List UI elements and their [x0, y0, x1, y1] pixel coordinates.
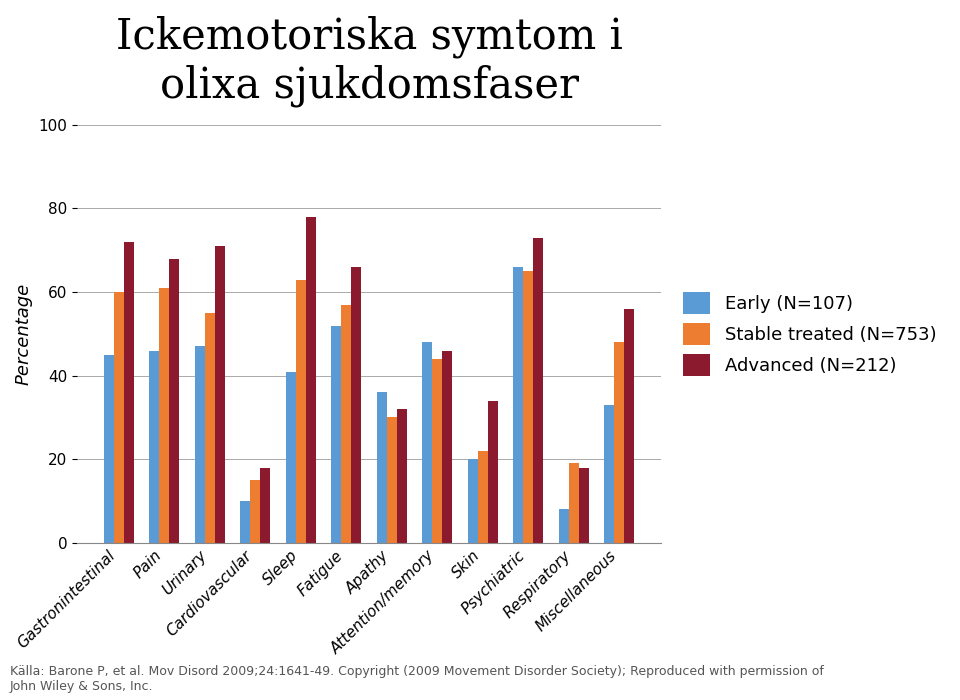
Bar — [624, 309, 635, 543]
Bar — [534, 238, 543, 543]
Bar — [251, 480, 260, 543]
Bar — [488, 401, 498, 543]
Bar — [351, 267, 361, 543]
Bar — [569, 463, 579, 543]
Bar — [124, 242, 133, 543]
Legend: Early (N=107), Stable treated (N=753), Advanced (N=212): Early (N=107), Stable treated (N=753), A… — [676, 285, 944, 383]
Bar — [113, 292, 124, 543]
Bar — [331, 326, 341, 543]
Bar — [422, 342, 432, 543]
Bar — [296, 279, 306, 543]
Bar — [478, 451, 488, 543]
Title: Ickemotoriska symtom i
olixa sjukdomsfaser: Ickemotoriska symtom i olixa sjukdomsfas… — [115, 15, 622, 106]
Bar — [396, 409, 407, 543]
Bar — [215, 246, 225, 543]
Y-axis label: Percentage: Percentage — [15, 283, 33, 385]
Bar — [240, 501, 251, 543]
Bar — [468, 459, 478, 543]
Text: Källa: Barone P, et al. Mov Disord 2009;24:1641-49. Copyright (2009 Movement Dis: Källa: Barone P, et al. Mov Disord 2009;… — [10, 665, 824, 693]
Bar — [614, 342, 624, 543]
Bar — [579, 468, 588, 543]
Bar — [195, 346, 204, 543]
Bar — [387, 417, 396, 543]
Bar — [605, 405, 614, 543]
Bar — [169, 258, 180, 543]
Bar — [204, 313, 215, 543]
Bar — [341, 304, 351, 543]
Bar — [159, 288, 169, 543]
Bar — [432, 359, 443, 543]
Bar — [443, 351, 452, 543]
Bar — [376, 393, 387, 543]
Bar — [523, 271, 534, 543]
Bar — [559, 510, 569, 543]
Bar — [149, 351, 159, 543]
Bar — [306, 217, 316, 543]
Bar — [104, 355, 113, 543]
Bar — [260, 468, 271, 543]
Bar — [514, 267, 523, 543]
Bar — [286, 372, 296, 543]
